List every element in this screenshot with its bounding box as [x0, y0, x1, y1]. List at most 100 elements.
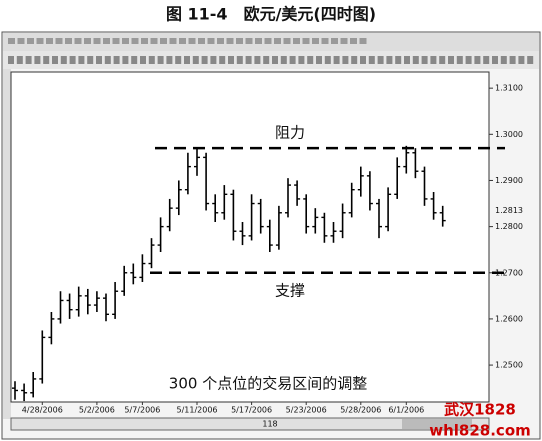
toolbar-icon: [169, 38, 177, 44]
y-tick-label: 1.3000: [495, 130, 523, 139]
toolbar-icon: [36, 38, 44, 44]
toolbar-icon: [175, 56, 182, 64]
toolbar-icon: [518, 56, 525, 64]
toolbar-icon: [141, 38, 148, 44]
toolbar-icon: [228, 56, 234, 64]
toolbar-icon: [377, 56, 384, 64]
annotation: 300 个点位的交易区间的调整: [169, 375, 367, 393]
toolbar-icon: [34, 56, 41, 64]
toolbar-icon: [351, 56, 358, 64]
x-tick-label: 5/7/2006: [124, 406, 160, 415]
toolbar-icon: [500, 56, 507, 64]
toolbar-icon: [236, 38, 243, 44]
toolbar-icon: [412, 56, 419, 64]
toolbar-icon: [179, 38, 186, 44]
toolbar-icon: [65, 38, 72, 44]
y-tick-label: 1.2900: [495, 176, 523, 185]
toolbar-icon: [131, 38, 139, 44]
toolbar-icon: [263, 56, 270, 64]
toolbar-icon: [280, 56, 287, 64]
toolbar-icon: [448, 56, 454, 64]
toolbar-icon: [192, 56, 199, 64]
toolbar-icon: [404, 56, 410, 64]
toolbar-icon: [255, 38, 262, 44]
plot-area: [10, 71, 490, 403]
scrollbar[interactable]: [10, 417, 490, 431]
toolbar-icon: [93, 38, 101, 44]
toolbar-icon: [217, 38, 224, 44]
toolbar-icon: [122, 38, 129, 44]
toolbar-icon: [342, 56, 349, 64]
toolbar-icon: [465, 56, 472, 64]
toolbar-icon: [103, 38, 110, 44]
toolbar-icon: [46, 38, 53, 44]
toolbar-icon: [492, 56, 498, 64]
toolbar-icon: [302, 38, 310, 44]
toolbar-icon: [157, 56, 164, 64]
toolbar-icon: [148, 56, 155, 64]
toolbar-icon: [219, 56, 226, 64]
toolbar-icon: [331, 38, 338, 44]
y-tick-label: 1.2500: [495, 361, 523, 370]
x-tick-label: 6/1/2006: [388, 406, 424, 415]
toolbar-icon: [264, 38, 272, 44]
toolbar-icon: [430, 56, 437, 64]
toolbar-icon: [307, 56, 314, 64]
toolbar-icon: [316, 56, 322, 64]
resistance-label: 阻力: [275, 124, 305, 142]
chart-title: 图 11-4 欧元/美元(四时图): [166, 5, 376, 24]
toolbar-icon: [289, 56, 296, 64]
toolbar-icon: [333, 56, 340, 64]
toolbar-icon: [78, 56, 85, 64]
toolbar-icon: [8, 56, 14, 64]
x-tick-label: 5/11/2006: [176, 406, 217, 415]
toolbar-icon: [140, 56, 146, 64]
x-tick-label: 5/28/2006: [340, 406, 381, 415]
toolbar-icon: [368, 56, 375, 64]
watermark: whl828.com: [429, 422, 531, 440]
toolbar-icon: [527, 56, 534, 64]
toolbar-icon: [160, 38, 167, 44]
toolbar-icon: [254, 56, 261, 64]
toolbar-icon: [360, 56, 366, 64]
toolbar-icon: [60, 56, 67, 64]
toolbar-icon: [483, 56, 490, 64]
y-tick-label: 1.2600: [495, 314, 523, 323]
toolbar-icon: [350, 38, 357, 44]
toolbar: [3, 51, 539, 69]
toolbar-icon: [456, 56, 463, 64]
toolbar-icon: [421, 56, 428, 64]
toolbar-icon: [293, 38, 300, 44]
toolbar-icon: [84, 38, 91, 44]
toolbar-icon: [509, 56, 516, 64]
toolbar-icon: [122, 56, 129, 64]
toolbar-icon: [283, 38, 291, 44]
scrollbar-label: 118: [262, 420, 277, 429]
toolbar-icon: [272, 56, 278, 64]
toolbar-icon: [245, 56, 252, 64]
toolbar-icon: [274, 38, 281, 44]
toolbar-icon: [298, 56, 305, 64]
toolbar-icon: [150, 38, 158, 44]
toolbar-icon: [474, 56, 481, 64]
toolbar-icon: [113, 56, 120, 64]
toolbar-icon: [245, 38, 253, 44]
toolbar-icon: [166, 56, 173, 64]
scrollbar-thumb[interactable]: [402, 419, 472, 429]
toolbar-icon: [25, 56, 32, 64]
y-tick-label: 1.2700: [495, 268, 523, 277]
toolbar-icon: [16, 56, 23, 64]
toolbar-icon: [27, 38, 34, 44]
toolbar-icon: [43, 56, 50, 64]
side-toolbar: [3, 69, 11, 419]
toolbar-icon: [131, 56, 138, 64]
toolbar-icon: [55, 38, 63, 44]
support-label: 支撑: [275, 281, 305, 299]
toolbar-icon: [207, 38, 215, 44]
toolbar-icon: [69, 56, 76, 64]
x-tick-label: 5/23/2006: [286, 406, 327, 415]
toolbar-icon: [226, 38, 234, 44]
toolbar-icon: [74, 38, 82, 44]
last-price-label: 1.2813: [495, 206, 523, 215]
